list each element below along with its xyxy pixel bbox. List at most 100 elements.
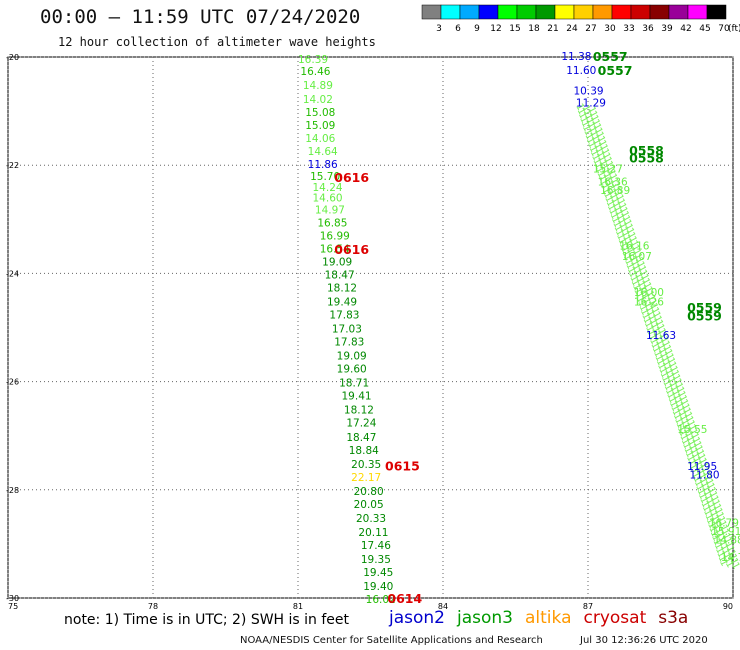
- colorbar-label: 30: [604, 24, 616, 34]
- colorbar-swatch: [706, 4, 727, 20]
- track-texture-mark: 1: [644, 308, 657, 319]
- track-texture-mark: 1: [668, 368, 681, 379]
- track-texture-mark: 1: [590, 137, 603, 148]
- track-texture-mark: 1: [667, 399, 680, 410]
- colorbar-label: 9: [474, 24, 480, 34]
- data-point-label: 11.60: [566, 65, 596, 77]
- colorbar-label: 36: [642, 24, 654, 34]
- track-texture-mark: 1: [619, 248, 632, 259]
- track-texture-mark: 1: [625, 265, 638, 276]
- track-texture-mark: 1: [590, 122, 603, 133]
- track-texture-mark: 1: [591, 141, 604, 152]
- track-texture-mark: 1: [679, 402, 692, 413]
- track-texture-mark: 1: [654, 322, 667, 333]
- track-texture-mark: 1: [624, 246, 637, 257]
- track-texture-mark: 1: [611, 204, 624, 215]
- data-point-label: 14.60: [313, 193, 343, 205]
- track-texture-mark: 1: [608, 195, 621, 206]
- track-texture-mark: 1: [594, 149, 607, 160]
- data-point-label: 16.99: [320, 231, 350, 243]
- data-point-label: 16.36: [598, 176, 628, 188]
- track-texture-mark: 1: [716, 553, 729, 564]
- data-point-label: 18.71: [339, 378, 369, 390]
- track-texture-mark: 1: [634, 260, 647, 271]
- track-texture-mark: 1: [595, 154, 608, 165]
- chart-subtitle: 12 hour collection of altimeter wave hei…: [58, 35, 376, 49]
- data-point-label: 16.07: [622, 251, 652, 263]
- colorbar-label: 45: [699, 24, 710, 34]
- colorbar-label: 21: [547, 24, 558, 34]
- track-texture-mark: 1: [655, 361, 668, 372]
- data-point-label: 18.47: [346, 432, 376, 444]
- track-texture-mark: 1: [583, 116, 596, 127]
- track-texture-mark: 1: [700, 503, 713, 514]
- pass-time-label: 0558: [629, 151, 664, 166]
- track-texture-mark: 1: [662, 367, 675, 378]
- data-point-label: 20.11: [358, 527, 388, 539]
- track-texture-mark: 1: [622, 257, 635, 268]
- track-texture-mark: 1: [632, 271, 645, 282]
- data-point-label: 15.70: [310, 171, 340, 183]
- track-texture-mark: 1: [606, 172, 619, 183]
- pass-time-label: 0614: [387, 591, 422, 606]
- track-texture-mark: 1: [630, 247, 643, 258]
- track-texture-mark: 1: [649, 325, 662, 336]
- track-texture-mark: 1: [648, 321, 661, 332]
- data-point-label: 17.46: [361, 540, 391, 552]
- track-texture-mark: 1: [599, 166, 612, 177]
- data-point-label: 18.12: [344, 405, 374, 417]
- track-texture-mark: 1: [616, 220, 629, 231]
- footnote: note: 1) Time is in UTC; 2) SWH is in fe…: [64, 612, 350, 628]
- track-texture-mark: 1: [682, 430, 695, 441]
- data-point-label: 11.86: [308, 159, 338, 171]
- track-texture-mark: 1: [646, 332, 659, 343]
- track-texture-mark: 1: [692, 444, 705, 455]
- track-texture-mark: 1: [593, 165, 606, 176]
- track-texture-mark: 1: [681, 425, 694, 436]
- track-texture-mark: 1: [713, 510, 726, 521]
- track-texture-mark: 1: [675, 424, 688, 435]
- track-texture-mark: 1: [721, 536, 734, 547]
- track-texture-mark: 1: [642, 319, 655, 330]
- track-texture-mark: 1: [680, 406, 693, 417]
- track-texture-mark: 1: [686, 442, 699, 453]
- track-texture-mark: 1: [673, 420, 686, 431]
- track-texture-mark: 1: [681, 410, 694, 421]
- track-texture-mark: 1: [713, 545, 726, 556]
- colorbar-unit: (ft): [728, 24, 740, 34]
- track-texture-mark: 1: [677, 432, 690, 443]
- track-texture-mark: 1: [608, 211, 621, 222]
- track-texture-mark: 1: [621, 237, 634, 248]
- track-texture-mark: 1: [650, 344, 663, 355]
- track-texture-mark: 1: [673, 385, 686, 396]
- track-texture-mark: 1: [619, 229, 632, 240]
- data-point-label: 11.38: [561, 51, 591, 63]
- track-texture-mark: 1: [707, 509, 720, 520]
- track-texture-mark: 1: [710, 517, 723, 528]
- track-texture-mark: 1: [705, 520, 718, 531]
- track-texture-mark: 1: [722, 555, 735, 566]
- track-texture-mark: 1: [679, 436, 692, 447]
- track-texture-mark: 1: [630, 282, 643, 293]
- track-texture-mark: 1: [633, 275, 646, 286]
- track-texture-mark: 1: [680, 441, 693, 452]
- track-texture-mark: 1: [664, 390, 677, 401]
- track-texture-mark: 1: [605, 202, 618, 213]
- track-texture-mark: 1: [663, 352, 676, 363]
- x-tick-label: 87: [583, 602, 593, 610]
- track-texture-mark: 1: [638, 272, 651, 283]
- track-texture-mark: 1: [702, 512, 715, 523]
- track-texture-mark: 1: [695, 452, 708, 463]
- track-texture-mark: 1: [590, 156, 603, 167]
- pass-time-label: 0557: [593, 49, 628, 64]
- track-texture-mark: 1: [615, 236, 628, 247]
- track-texture-mark: 1: [723, 559, 736, 570]
- data-point-label: 19.49: [327, 297, 357, 309]
- data-point-label: 15.91: [711, 526, 740, 538]
- track-texture-mark: 1: [701, 473, 714, 484]
- track-texture-mark: 1: [629, 243, 642, 254]
- data-point-label: 15.08: [305, 107, 335, 119]
- track-texture-mark: 1: [684, 418, 697, 429]
- data-point-label: 14.24: [313, 182, 343, 194]
